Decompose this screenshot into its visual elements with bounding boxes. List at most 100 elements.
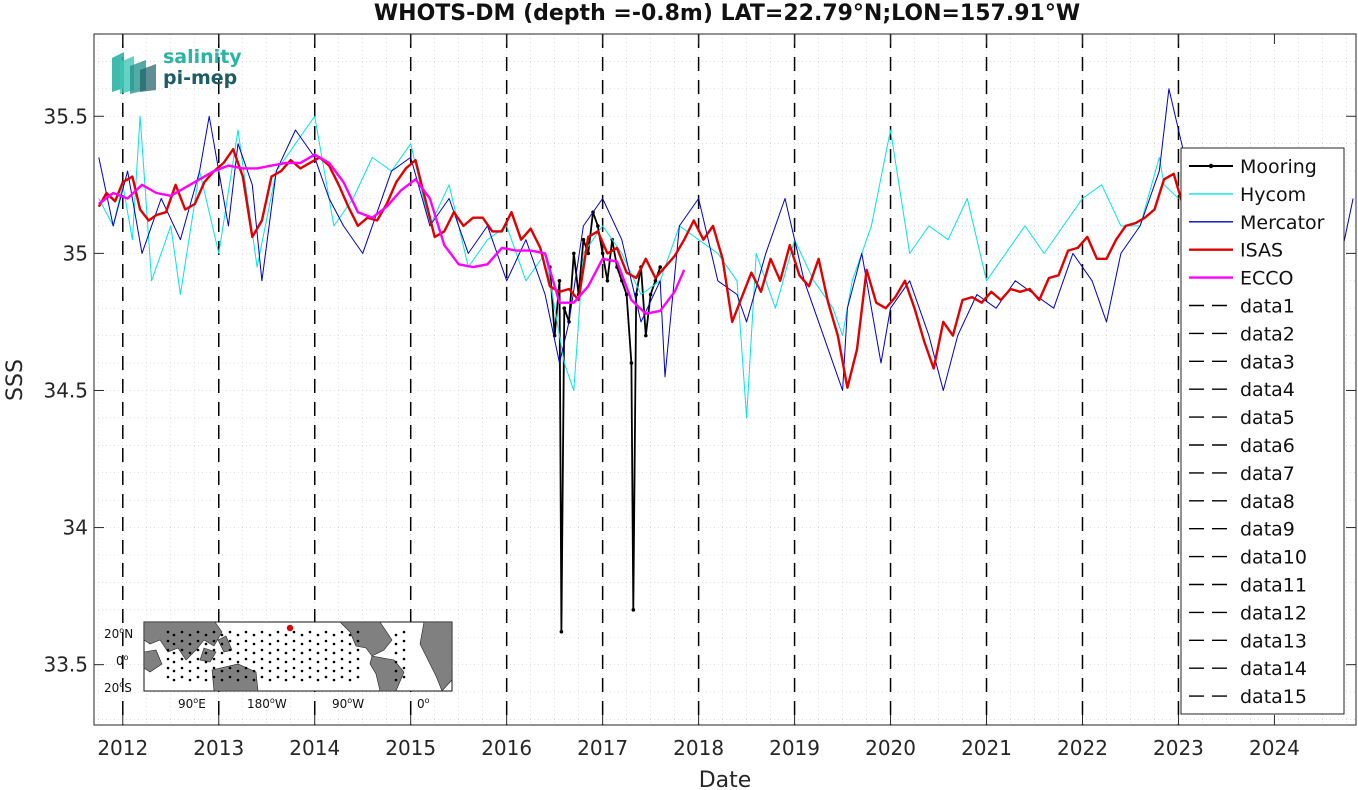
map-station-dot (394, 660, 398, 664)
map-station-dot (276, 657, 280, 661)
map-station-dot (196, 639, 200, 643)
reference-lines (122, 34, 1180, 725)
map-station-dot (402, 648, 406, 652)
legend-label: data11 (1240, 575, 1307, 597)
map-station-dot (188, 651, 192, 655)
y-axis-label: SSS (3, 359, 28, 401)
map-station-dot (204, 651, 208, 655)
map-station-dot (252, 678, 256, 682)
map-station-dot (220, 633, 224, 637)
map-station-dot (308, 648, 312, 652)
map-station-dot (188, 660, 192, 664)
map-station-dot (212, 639, 216, 643)
svg-text:0o: 0o (116, 653, 129, 668)
map-label-90: 90 (332, 697, 347, 711)
map-station-dot (236, 651, 240, 655)
map-station-dot (324, 666, 328, 670)
map-station-dot (268, 660, 272, 664)
chart-title: WHOTS-DM (depth =-0.8m) LAT=22.79°N;LON=… (374, 1, 1080, 26)
map-station-dot (348, 669, 352, 673)
mooring-point (653, 278, 658, 283)
map-station-dot (284, 660, 288, 664)
mooring-point (631, 608, 636, 612)
map-station-dot (180, 630, 184, 634)
map-label-degree: o (119, 626, 124, 635)
x-tick-label: 2024 (1249, 736, 1300, 760)
plot-area (94, 34, 1356, 725)
legend-label: data15 (1240, 686, 1307, 708)
mooring-point (559, 629, 564, 634)
map-station-dot (324, 657, 328, 661)
map-station-dot (260, 666, 264, 670)
legend-label: Mercator (1240, 212, 1325, 234)
map-station-dot (316, 642, 320, 646)
map-station-dot (228, 639, 232, 643)
map-station-dot (332, 669, 336, 673)
legend-marker (1208, 163, 1214, 169)
x-tick-label: 2013 (193, 736, 244, 760)
legend-label: data14 (1240, 658, 1307, 680)
map-station-dot (324, 648, 328, 652)
map-station-dot (252, 660, 256, 664)
map-station-dot (220, 678, 224, 682)
legend: Mooring Hycom Mercator ISAS ECCO data1 data2 da… (1180, 147, 1345, 715)
map-station-dot (244, 648, 248, 652)
map-station-dot (236, 633, 240, 637)
map-station-dot (244, 666, 248, 670)
map-station-dot (196, 657, 200, 661)
map-label-0: 0 (417, 697, 425, 711)
map-station-dot (316, 669, 320, 673)
map-station-dot (220, 660, 224, 664)
legend-label: data2 (1240, 323, 1295, 345)
map-label-W: W (275, 697, 287, 711)
map-station-dot (348, 651, 352, 655)
map-station-dot (212, 648, 216, 652)
map-station-dot (308, 630, 312, 634)
mooring-point (586, 251, 591, 256)
map-station-dot (340, 675, 344, 679)
map-station-dot (356, 639, 360, 643)
map-station-dot (220, 642, 224, 646)
mooring-point (572, 251, 576, 256)
mooring-point (648, 292, 653, 297)
map-station-dot (324, 675, 328, 679)
map-label-degree: o (124, 653, 129, 662)
map-station-dot (292, 648, 296, 652)
x-tick-label: 2017 (577, 736, 628, 760)
map-station-dot (356, 657, 360, 661)
map-station-dot (188, 678, 192, 682)
legend-label: Hycom (1240, 184, 1306, 206)
map-station-dot (204, 633, 208, 637)
map-label-20: 20 (104, 681, 119, 695)
legend-label: data9 (1240, 519, 1295, 541)
mooring-point (624, 292, 629, 297)
map-station-dot (348, 660, 352, 664)
x-axis-label: Date (699, 768, 752, 790)
map-label-S: S (124, 681, 132, 695)
map-station-dot (268, 669, 272, 673)
map-station-dot (252, 669, 256, 673)
map-station-dot (196, 648, 200, 652)
map-station-dot (292, 675, 296, 679)
plot-frame (93, 33, 1357, 726)
series-line-ecco (98, 153, 686, 315)
map-station-dot (204, 669, 208, 673)
legend-label: data8 (1240, 491, 1295, 513)
map-station-dot (268, 651, 272, 655)
map-station-dot (348, 678, 352, 682)
map-station-dot (188, 633, 192, 637)
map-station-dot (180, 639, 184, 643)
map-station-dot (166, 657, 170, 661)
map-station-dot (204, 678, 208, 682)
map-station-dot (340, 666, 344, 670)
map-station-dot (166, 630, 170, 634)
map-label-degree: o (270, 696, 275, 705)
map-station-dot (244, 675, 248, 679)
map-station-dot (300, 633, 304, 637)
map-label-E: E (198, 697, 206, 711)
map-station-dot (228, 675, 232, 679)
map-station-dot (166, 666, 170, 670)
map-station-dot (204, 642, 208, 646)
map-station-dot (180, 648, 184, 652)
